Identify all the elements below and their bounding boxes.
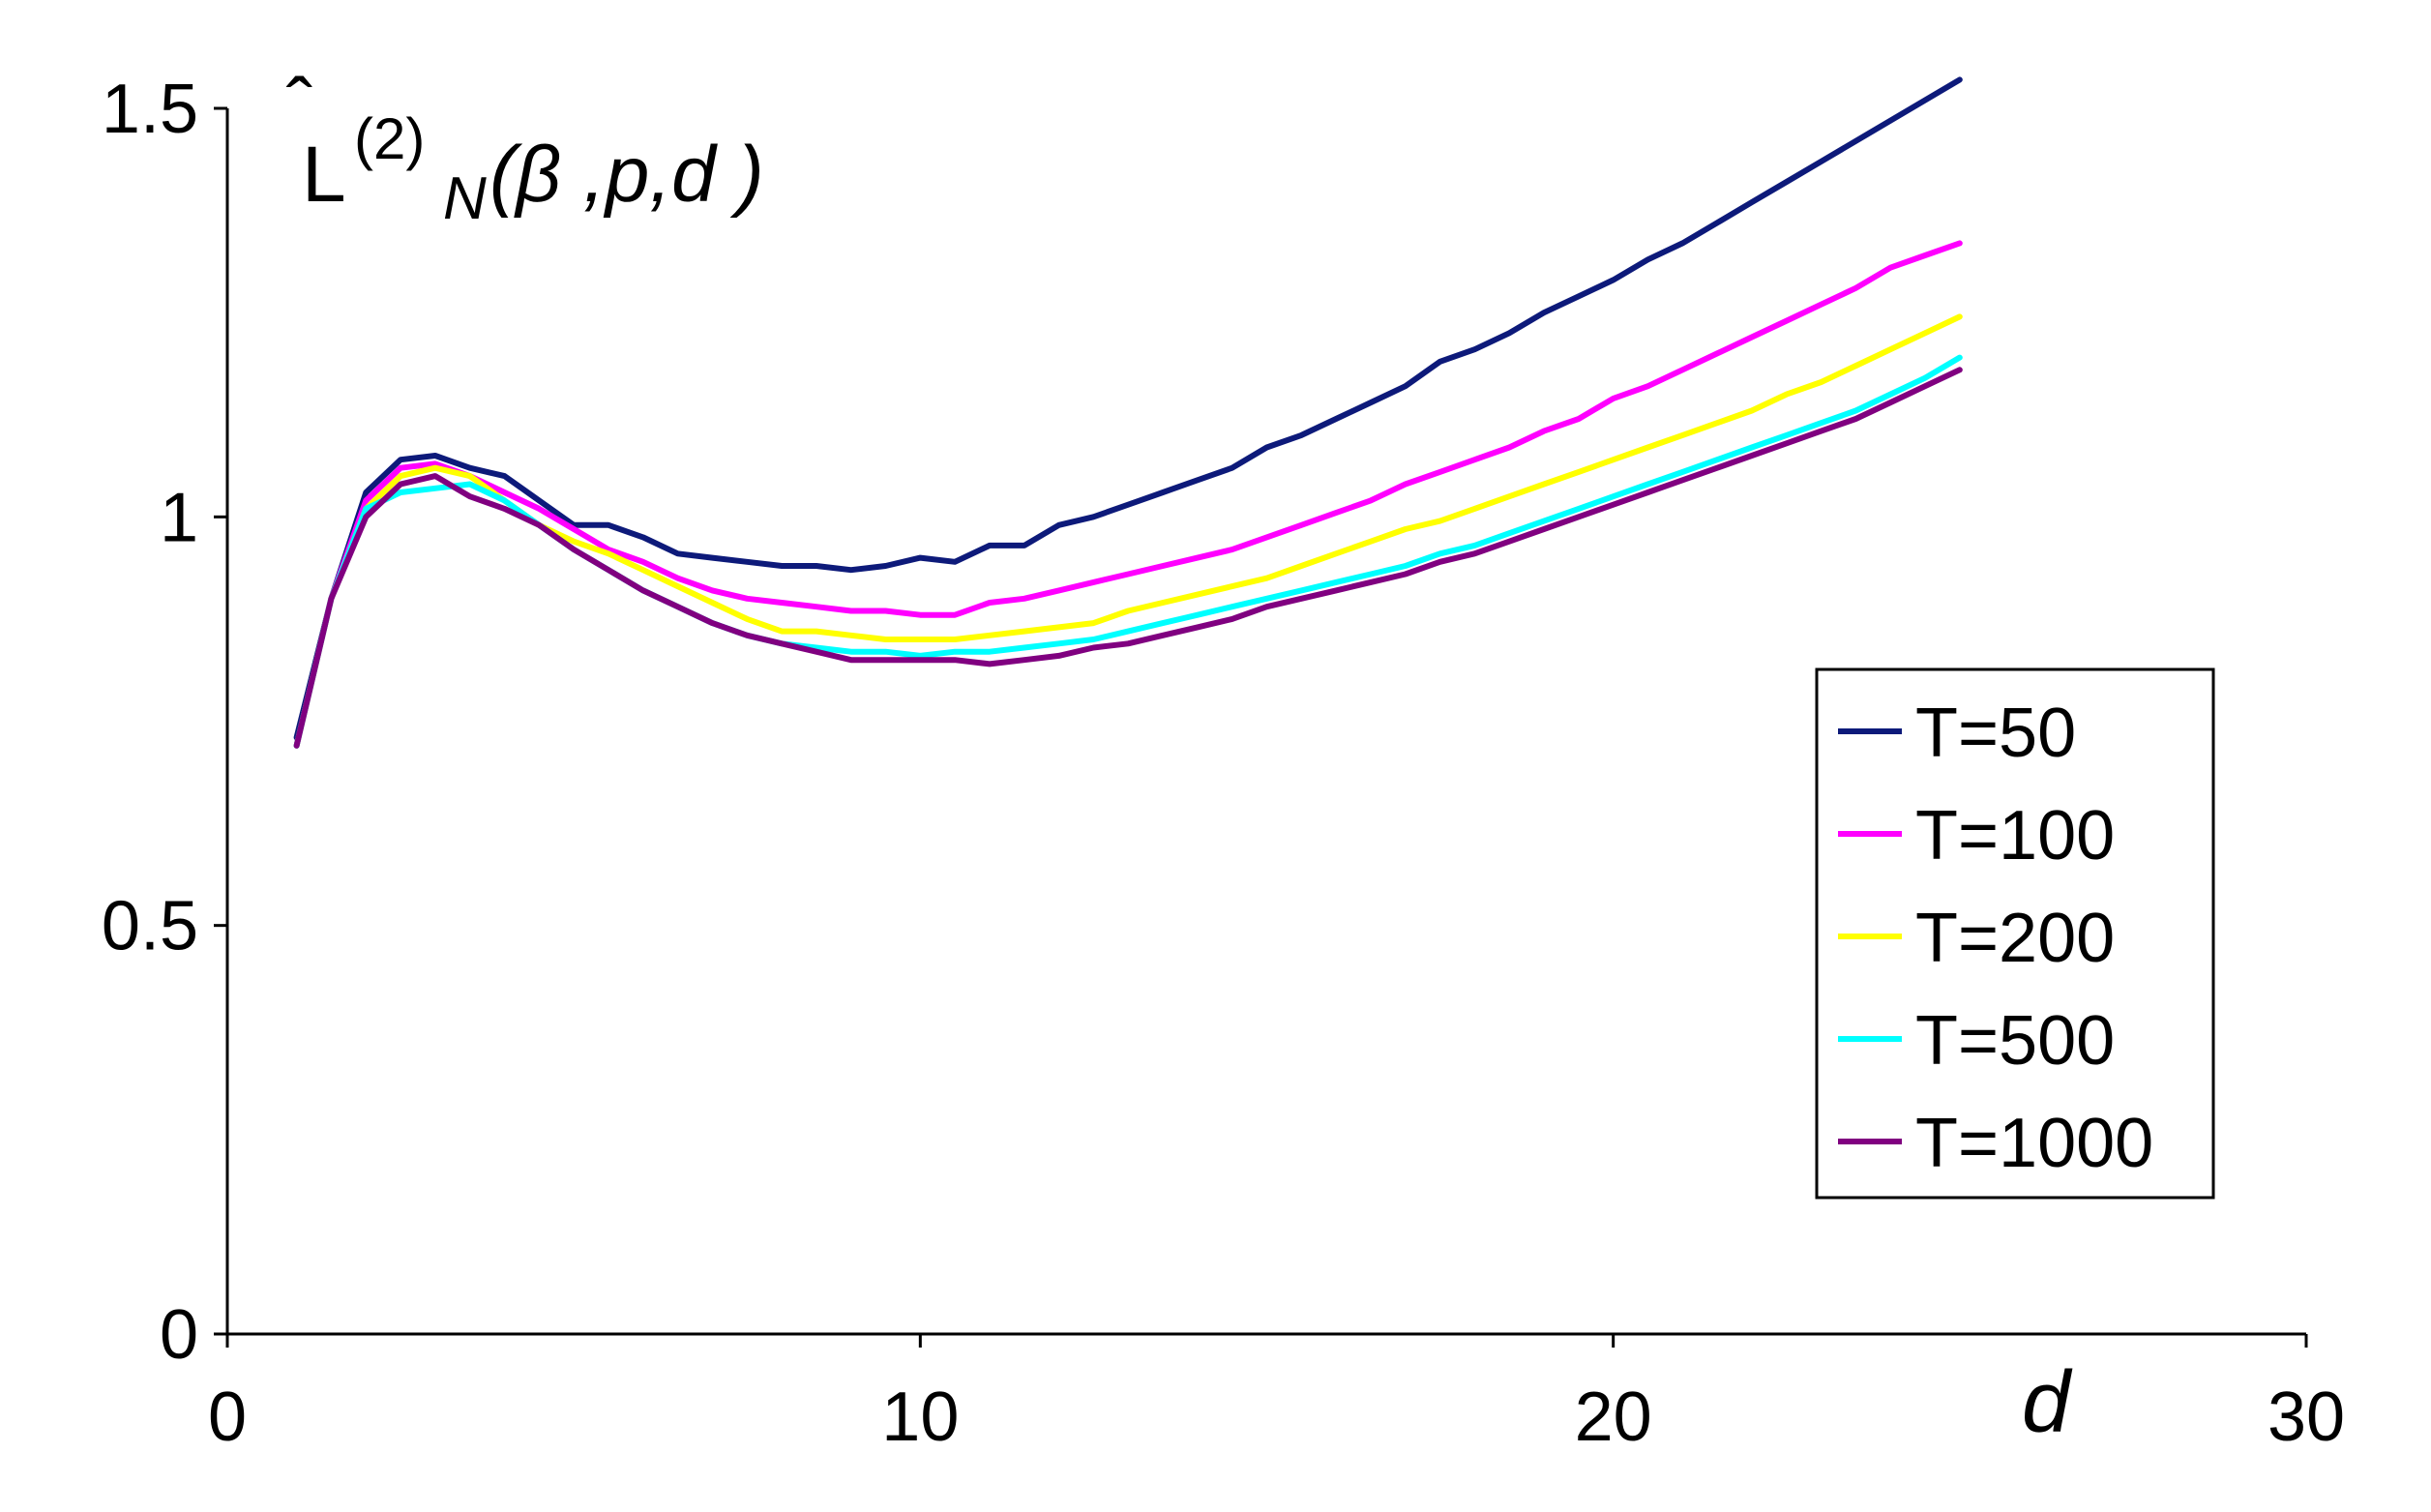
x-axis-ticks: 0 10 20 30 — [208, 1334, 2345, 1456]
series-line-t-50 — [293, 76, 1963, 741]
x-axis-label: d — [2022, 1354, 2073, 1451]
legend-label: T=100 — [1915, 797, 2115, 875]
series-lines — [293, 76, 1963, 749]
y-tick-label: 0 — [160, 1296, 198, 1374]
x-tick-label: 30 — [2268, 1379, 2345, 1456]
series-line-t-100 — [293, 240, 1963, 749]
title-main: L — [302, 131, 346, 219]
series-line-t-500 — [293, 354, 1963, 749]
x-tick-label: 10 — [881, 1379, 959, 1456]
x-tick-label: 20 — [1575, 1379, 1652, 1456]
x-tick-label: 0 — [208, 1379, 247, 1456]
legend-label: T=1000 — [1915, 1105, 2153, 1182]
series-line-t-200 — [293, 313, 1963, 749]
title-hat: ˆ — [286, 63, 312, 151]
legend-label: T=50 — [1915, 695, 2076, 772]
series-line-t-1000 — [293, 367, 1963, 749]
y-tick-label: 0.5 — [102, 888, 198, 965]
title-subscript: N — [443, 165, 487, 232]
legend: T=50 T=100 T=200 T=500 T=1000 — [1815, 667, 2215, 1200]
legend-label: T=200 — [1915, 900, 2115, 977]
legend-items: T=50 T=100 T=200 T=500 T=1000 — [1838, 695, 2153, 1182]
y-tick-label: 1 — [160, 479, 198, 556]
legend-label: T=500 — [1915, 1002, 2115, 1080]
y-tick-label: 1.5 — [102, 71, 198, 148]
y-axis-ticks: 0 0.5 1 1.5 — [102, 71, 227, 1374]
chart-title: ˆ L (2) N (β ,p,d ) — [286, 63, 764, 232]
title-superscript: (2) — [354, 106, 425, 171]
title-args: (β ,p,d ) — [489, 131, 764, 219]
